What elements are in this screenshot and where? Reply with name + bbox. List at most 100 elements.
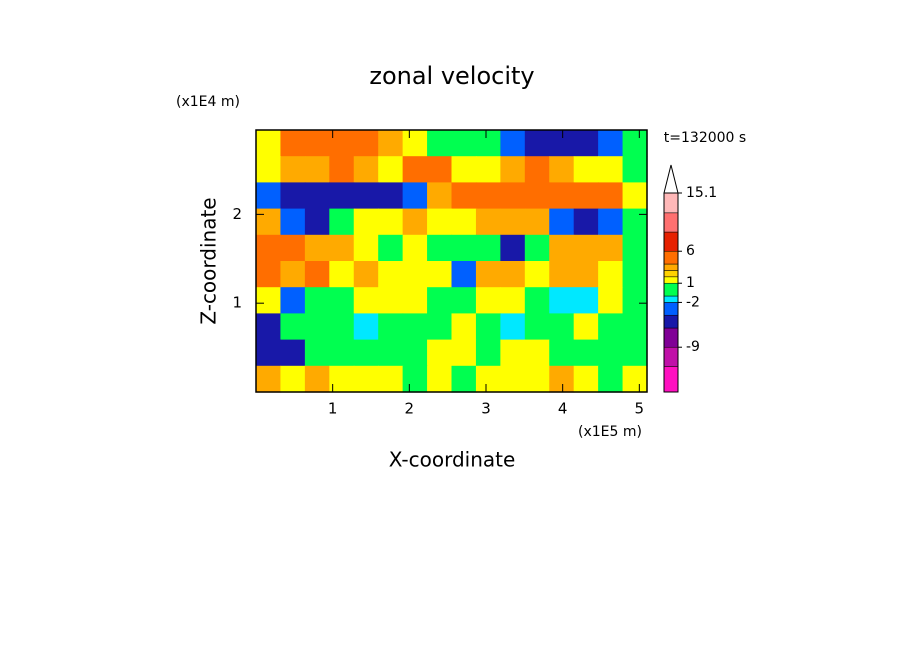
contour-cell (402, 130, 428, 157)
colorbar-segment (663, 314, 679, 329)
contour-cell (329, 313, 355, 341)
contour-cell (353, 156, 379, 183)
colorbar-segment (663, 366, 679, 393)
contour-cell (573, 130, 599, 157)
contour-cell (402, 261, 428, 288)
contour-cell (500, 339, 526, 367)
contour-cell (427, 156, 453, 183)
contour-cell (427, 182, 453, 210)
contour-cell (427, 287, 453, 314)
colorbar-segment (663, 295, 679, 303)
colorbar-tick-label: 6 (686, 243, 695, 259)
contour-cell (524, 156, 550, 183)
contour-cell (304, 339, 330, 367)
contour-cell (304, 234, 330, 262)
x-tick-label: 5 (635, 400, 645, 418)
contour-cell (598, 339, 624, 367)
contour-cell (451, 156, 477, 183)
y-axis-label: Z-coordinate (197, 197, 221, 324)
colorbar-segment (663, 192, 679, 214)
contour-cell (378, 156, 404, 183)
contour-cell (573, 261, 599, 288)
contour-cell (573, 365, 599, 393)
chart-title: zonal velocity (369, 62, 534, 90)
contour-cell (329, 234, 355, 262)
contour-cell (402, 182, 428, 210)
contour-cell (304, 130, 330, 157)
contour-cell (451, 182, 477, 210)
contour-cell (353, 182, 379, 210)
contour-cell (304, 313, 330, 341)
contour-cell (329, 130, 355, 157)
y-unit: (x1E4 m) (176, 94, 240, 110)
contour-cell (573, 287, 599, 314)
contour-cell (549, 208, 575, 236)
contour-cell (280, 339, 306, 367)
colorbar-segment (663, 346, 679, 367)
contour-cell (622, 182, 648, 210)
contour-cell (622, 234, 648, 262)
contour-cell (451, 365, 477, 393)
contour-cell (549, 365, 575, 393)
contour-cell (280, 234, 306, 262)
contour-cell (402, 234, 428, 262)
x-tick-label: 3 (481, 400, 491, 418)
contour-cell (256, 234, 282, 262)
contour-cell (524, 313, 550, 341)
contour-cell (280, 130, 306, 157)
x-tick-label: 4 (558, 400, 568, 418)
contour-cell (353, 261, 379, 288)
contour-cell (598, 156, 624, 183)
contour-cell (280, 365, 306, 393)
contour-cell (622, 339, 648, 367)
contour-cell (378, 234, 404, 262)
contour-cell (549, 130, 575, 157)
contour-cell (500, 365, 526, 393)
contour-cell (329, 182, 355, 210)
contour-cell (353, 130, 379, 157)
contour-cell (280, 182, 306, 210)
contour-cell (427, 313, 453, 341)
colorbar-segment (663, 282, 679, 297)
contour-cell (622, 130, 648, 157)
contour-cell (622, 313, 648, 341)
contour-cell (549, 287, 575, 314)
contour-cell (427, 365, 453, 393)
contour-cell (353, 287, 379, 314)
colorbar-frame (663, 192, 679, 393)
contour-cell (451, 261, 477, 288)
x-unit: (x1E5 m) (578, 424, 642, 440)
contour-cell (353, 339, 379, 367)
contour-cell (598, 313, 624, 341)
contour-cell (256, 208, 282, 236)
contour-cell (353, 313, 379, 341)
contour-cell (598, 208, 624, 236)
x-tick-label: 2 (405, 400, 415, 418)
contour-cell (353, 208, 379, 236)
contour-cell (500, 130, 526, 157)
contour-cell (329, 287, 355, 314)
contour-cell (304, 287, 330, 314)
contour-cell (524, 339, 550, 367)
contour-cell (500, 287, 526, 314)
contour-cell (475, 313, 501, 341)
contour-cell (524, 182, 550, 210)
contour-cell (573, 156, 599, 183)
contour-cell (500, 234, 526, 262)
contour-cell (256, 339, 282, 367)
colorbar-tick-label: 1 (686, 275, 695, 291)
contour-cell (304, 156, 330, 183)
contour-cell (451, 208, 477, 236)
colorbar-tick-label: -9 (686, 339, 700, 355)
contour-cell (573, 234, 599, 262)
contour-cell (256, 313, 282, 341)
contour-cell (256, 365, 282, 393)
contour-cell (353, 234, 379, 262)
colorbar-segment (663, 212, 679, 233)
contour-cell (378, 339, 404, 367)
x-tick-label: 1 (328, 400, 338, 418)
contour-cell (304, 182, 330, 210)
contour-cell (329, 208, 355, 236)
contour-cell (524, 365, 550, 393)
